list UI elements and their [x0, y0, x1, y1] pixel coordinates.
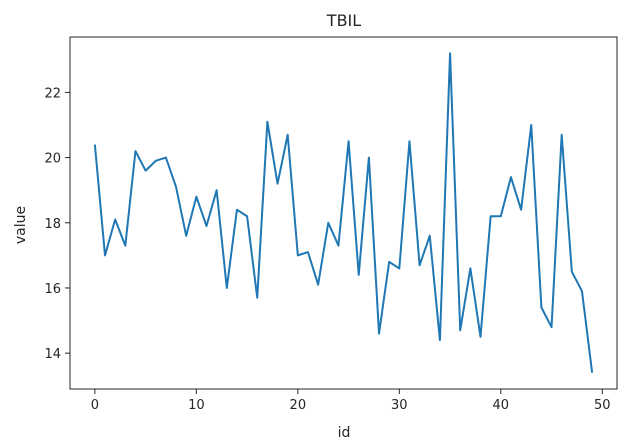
x-tick-label-10: 10 [188, 398, 205, 413]
y-tick-label-20: 20 [44, 152, 61, 167]
y-tick-label-14: 14 [44, 347, 61, 362]
y-axis-label: value [13, 206, 29, 244]
x-tick-label-40: 40 [493, 398, 510, 413]
x-tick-label-0: 0 [91, 398, 99, 413]
y-tick-label-22: 22 [44, 86, 61, 101]
chart-title: TBIL [326, 11, 361, 30]
y-tick-label-18: 18 [44, 217, 61, 232]
y-tick-label-16: 16 [44, 282, 61, 297]
series-line-0 [93, 52, 594, 373]
x-tick-label-50: 50 [594, 398, 611, 413]
x-tick-label-30: 30 [391, 398, 408, 413]
x-axis-label: id [338, 425, 351, 441]
x-tick-label-20: 20 [290, 398, 307, 413]
axis-layer: 0 10 20 30 40 50 14 16 18 20 22 [44, 86, 610, 413]
data-layer [93, 52, 594, 373]
plot-frame [69, 36, 618, 390]
